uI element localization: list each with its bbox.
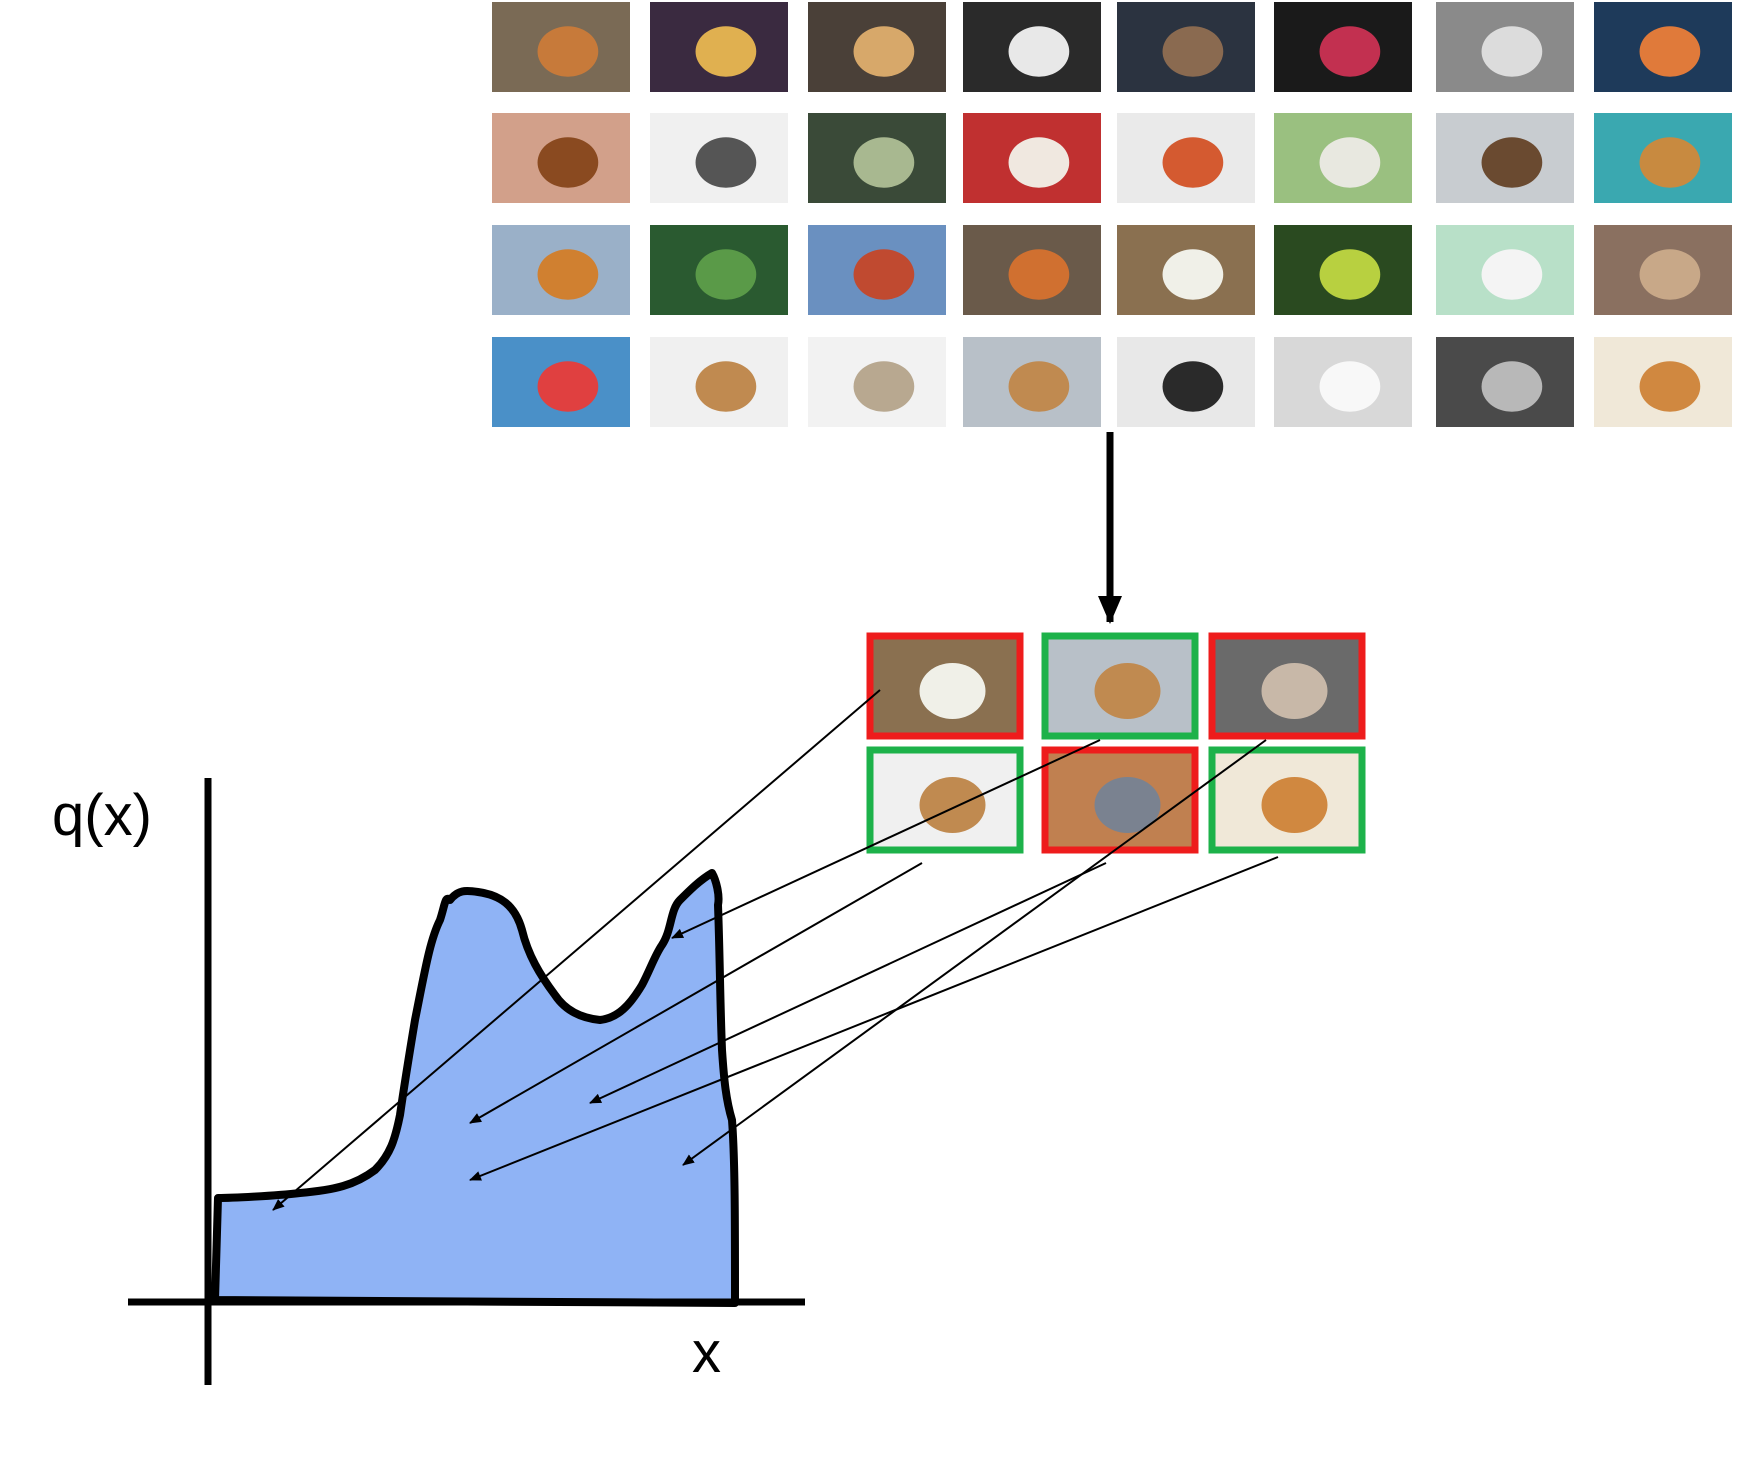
image-subject xyxy=(1481,137,1543,188)
rejected-sample-border xyxy=(866,632,1024,740)
image-pool-grid xyxy=(492,2,1732,427)
image-subject xyxy=(1639,361,1701,412)
image-subject xyxy=(1481,361,1543,412)
image-subject xyxy=(853,137,915,188)
image-subject xyxy=(1319,26,1381,77)
distribution-plot: q(x) x xyxy=(52,778,805,1385)
image-subject xyxy=(695,249,757,300)
image-subject xyxy=(1319,137,1381,188)
image-subject xyxy=(1094,777,1161,833)
image-subject xyxy=(853,361,915,412)
image-subject xyxy=(1162,249,1224,300)
mapping-arrow xyxy=(469,856,1279,1181)
image-subject xyxy=(1319,361,1381,412)
distribution-curve xyxy=(211,869,739,1307)
image-subject xyxy=(1481,26,1543,77)
image-subject xyxy=(1639,249,1701,300)
image-subject xyxy=(1639,26,1701,77)
mapping-arrow xyxy=(272,689,881,1211)
image-subject xyxy=(1162,26,1224,77)
accepted-sample-border xyxy=(1208,746,1366,854)
mapping-arrow xyxy=(682,739,1267,1166)
image-subject xyxy=(1008,249,1070,300)
mapping-arrow xyxy=(469,862,923,1124)
image-subject xyxy=(1639,137,1701,188)
image-subject xyxy=(1008,137,1070,188)
image-subject xyxy=(1261,663,1328,719)
selected-samples-grid xyxy=(866,632,1366,854)
mapping-arrow xyxy=(589,862,1107,1104)
sample-to-density-arrows xyxy=(272,689,1279,1211)
image-subject xyxy=(695,361,757,412)
image-subject xyxy=(919,663,986,719)
image-subject xyxy=(1261,777,1328,833)
image-subject xyxy=(1094,663,1161,719)
image-subject xyxy=(695,137,757,188)
accepted-sample-border xyxy=(1041,632,1199,740)
image-subject xyxy=(1319,249,1381,300)
rejected-sample-border xyxy=(1208,632,1366,740)
image-subject xyxy=(1162,361,1224,412)
mapping-arrow xyxy=(671,739,1101,939)
image-subject xyxy=(537,26,599,77)
image-subject xyxy=(1162,137,1224,188)
image-subject xyxy=(537,137,599,188)
image-subject xyxy=(1008,26,1070,77)
image-subject xyxy=(853,26,915,77)
image-subject xyxy=(919,777,986,833)
image-subject xyxy=(537,361,599,412)
image-subject xyxy=(695,26,757,77)
image-subject xyxy=(537,249,599,300)
y-axis-label: q(x) xyxy=(52,783,152,848)
x-axis-label: x xyxy=(692,1320,721,1385)
rejected-sample-border xyxy=(1041,746,1199,854)
image-subject xyxy=(1008,361,1070,412)
image-subject xyxy=(1481,249,1543,300)
accepted-sample-border xyxy=(866,746,1024,854)
image-subject xyxy=(853,249,915,300)
